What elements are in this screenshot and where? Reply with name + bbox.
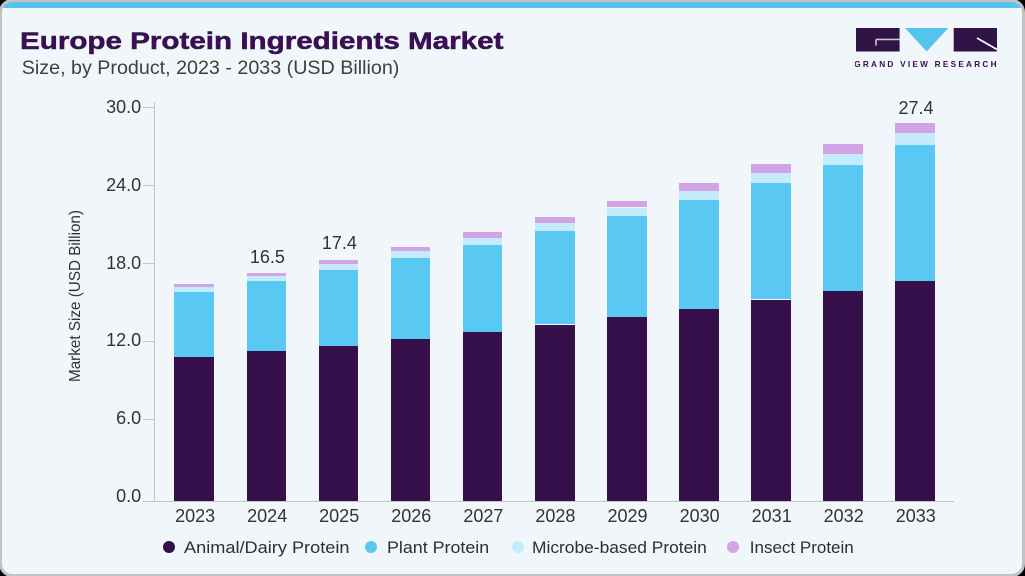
svg-text:GRAND VIEW RESEARCH: GRAND VIEW RESEARCH [855, 60, 998, 69]
